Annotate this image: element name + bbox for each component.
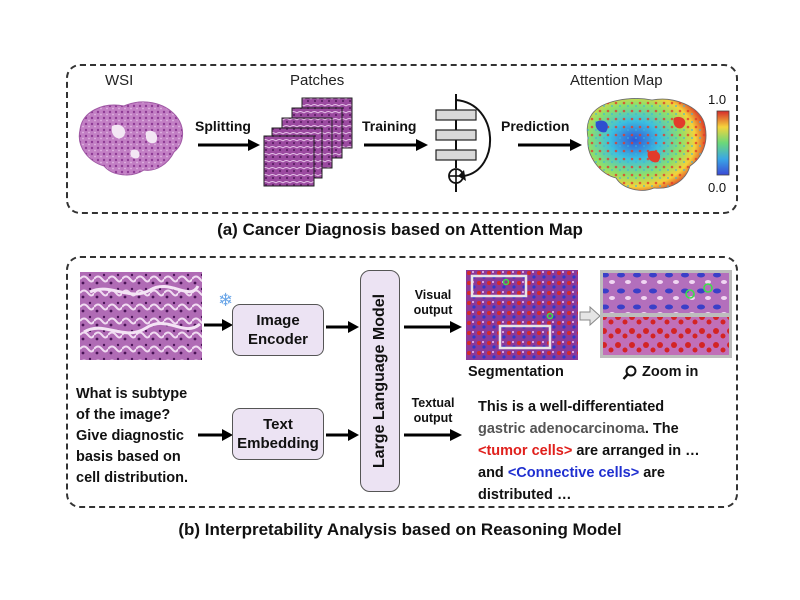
question-text: What is subtype of the image? Give diagn… <box>76 386 188 486</box>
snowflake-icon: ❄ <box>218 290 234 310</box>
llm-label: Large Language Model <box>371 293 388 469</box>
attention-map-label: Attention Map <box>570 72 663 89</box>
patches-stack <box>263 97 353 187</box>
colorbar <box>716 110 730 176</box>
arrow-prediction <box>518 139 582 151</box>
colorbar-min-label: 0.0 <box>708 180 727 195</box>
panel-b-frame <box>66 256 738 508</box>
colorbar-max-label: 1.0 <box>708 92 727 107</box>
magnifier-icon <box>622 365 637 380</box>
image-encoder-box: Image Encoder <box>232 304 324 356</box>
histology-image <box>80 272 202 360</box>
attention-map-image <box>586 98 707 191</box>
panel-a-frame <box>66 64 738 214</box>
patches-label: Patches <box>290 72 345 89</box>
arrow-to-zoom <box>579 306 601 326</box>
wsi-image <box>78 101 183 176</box>
panel-a-title: (a) Cancer Diagnosis based on Attention … <box>217 220 583 239</box>
textual-output-label: Textual output <box>411 396 455 425</box>
arrow-image-to-encoder <box>204 319 233 331</box>
arrow-question-to-embedding <box>198 429 233 441</box>
training-label: Training <box>362 118 417 134</box>
arrow-textual-output <box>404 429 462 441</box>
text-embedding-box: Text Embedding <box>232 408 324 460</box>
visual-output-label: Visual output <box>413 288 453 317</box>
panel-b-title: (b) Interpretability Analysis based on R… <box>178 520 622 539</box>
arrow-embedding-to-llm <box>326 429 359 441</box>
arrow-visual-output <box>404 321 462 333</box>
answer-text: This is a well-differentiated gastric ad… <box>478 399 700 503</box>
prediction-label: Prediction <box>501 118 570 134</box>
zoom-images <box>600 270 732 358</box>
segmentation-image <box>466 270 578 360</box>
network-diagram <box>435 94 492 192</box>
arrow-training <box>364 139 428 151</box>
segmentation-label: Segmentation <box>468 364 564 380</box>
splitting-label: Splitting <box>195 118 251 134</box>
arrow-encoder-to-llm <box>326 321 359 333</box>
wsi-label: WSI <box>105 72 134 89</box>
zoom-in-label: Zoom in <box>642 364 699 380</box>
arrow-splitting <box>198 139 260 151</box>
llm-box: Large Language Model <box>360 270 400 492</box>
